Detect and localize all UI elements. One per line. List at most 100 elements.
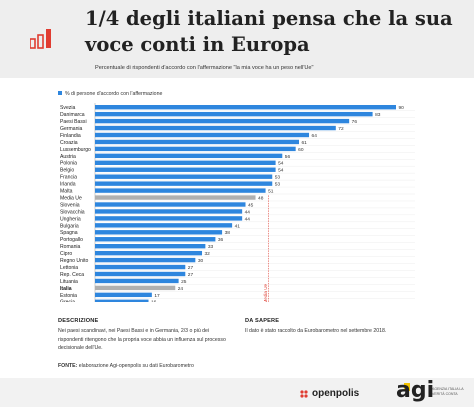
category-label: Media Ue	[60, 195, 82, 201]
bar	[95, 230, 223, 235]
value-label: 33	[208, 244, 214, 250]
category-label: Spagna	[60, 230, 78, 236]
bar	[95, 271, 186, 277]
category-label: Lituania	[60, 279, 78, 285]
openpolis-logo-icon	[300, 390, 308, 398]
bar-chart: % di persone d'accordo con l'affermazion…	[58, 91, 415, 302]
descrizione-heading: DESCRIZIONE	[58, 318, 99, 324]
value-label: 41	[235, 223, 241, 229]
value-label: 53	[275, 175, 281, 181]
value-label: 44	[245, 209, 251, 215]
value-label: 27	[188, 265, 194, 271]
bar-chart-icon	[30, 29, 51, 49]
bar	[95, 216, 243, 221]
bar	[95, 132, 310, 138]
category-label: Estonia	[60, 293, 77, 299]
category-label: Rep. Ceca	[60, 272, 84, 278]
value-label: 54	[278, 161, 284, 167]
category-label: Danimarca	[60, 112, 85, 118]
fonte-label: FONTE:	[58, 363, 78, 369]
value-label: 25	[181, 279, 187, 285]
value-label: 44	[245, 216, 251, 222]
bar	[95, 285, 176, 291]
page-title: 1/4 degli italiani pensa che la sua voce…	[85, 7, 453, 56]
value-label: 53	[275, 182, 281, 188]
category-label: Austria	[60, 154, 76, 160]
value-label: 64	[312, 133, 318, 139]
category-label: Regno Unito	[60, 258, 88, 264]
bar	[95, 167, 276, 172]
value-label: 90	[399, 105, 405, 111]
category-label: Italia	[60, 286, 72, 292]
bar	[95, 111, 373, 117]
value-label: 72	[338, 126, 344, 132]
bar	[95, 292, 152, 298]
category-label: Croazia	[60, 140, 78, 146]
category-label: Francia	[60, 175, 77, 181]
value-label: 76	[352, 119, 358, 125]
category-label: Portogallo	[60, 237, 83, 243]
value-label: 27	[188, 272, 194, 278]
footer-bar	[0, 378, 474, 407]
category-label: Svezia	[60, 105, 75, 111]
value-label: 32	[205, 251, 211, 257]
fonte-text: elaborazione Agi-openpolis su dati Eurob…	[78, 363, 194, 369]
value-label: 17	[154, 293, 160, 299]
descrizione-text: Nei paesi scandinavi, nei Paesi Bassi e …	[58, 328, 226, 351]
category-label: Slovenia	[60, 202, 80, 208]
value-label: 45	[248, 202, 254, 208]
da-sapere-text: Il dato è stato raccolto da Eurobarometr…	[245, 328, 387, 334]
bar	[95, 244, 206, 249]
value-label: 16	[151, 300, 157, 302]
category-label: Ungheria	[60, 216, 81, 222]
value-label: 51	[268, 189, 274, 195]
bar	[95, 118, 350, 124]
category-label: Irlanda	[60, 182, 76, 188]
bar	[95, 153, 283, 159]
page-subtitle: Percentuale di rispondenti d'accordo con…	[95, 65, 314, 71]
bar	[95, 146, 296, 152]
fonte-note: FONTE: elaborazione Agi-openpolis su dat…	[58, 363, 194, 369]
value-label: 38	[225, 230, 231, 236]
agi-logo-mark	[404, 383, 410, 391]
agi-logo-subtitle: AGENZIA ITALIA LA VERITÀ CONTA	[432, 387, 464, 396]
category-label: Malta	[60, 189, 73, 195]
average-line-label: Media Ue	[263, 283, 268, 302]
value-label: 61	[302, 140, 308, 146]
value-label: 30	[198, 258, 204, 264]
category-label: Finlandia	[60, 133, 81, 139]
bar	[95, 223, 233, 228]
bar	[95, 264, 186, 270]
bar	[95, 181, 273, 186]
category-label: Grecia	[60, 300, 75, 302]
value-label: 56	[285, 154, 291, 160]
category-label: Slovacchia	[60, 209, 85, 215]
bar	[95, 209, 243, 214]
bar	[95, 105, 396, 110]
value-label: 36	[218, 237, 224, 243]
category-label: Germania	[60, 126, 83, 132]
bar	[95, 250, 203, 256]
value-label: 54	[278, 168, 284, 174]
legend-swatch	[58, 91, 62, 95]
openpolis-logo: openpolis	[312, 388, 360, 399]
bar	[95, 139, 300, 145]
bar	[95, 188, 266, 193]
bar	[95, 174, 273, 179]
bar	[95, 125, 336, 131]
value-label: 48	[258, 195, 264, 201]
agi-logo: agi	[396, 378, 435, 403]
category-label: Lussemburgo	[60, 147, 91, 153]
bar	[95, 299, 149, 302]
category-label: Paesi Bassi	[60, 119, 87, 125]
bar	[95, 278, 179, 284]
bar	[95, 237, 216, 242]
value-label: 83	[375, 112, 381, 118]
bar	[95, 160, 276, 165]
category-label: Polonia	[60, 161, 77, 167]
category-label: Romania	[60, 244, 81, 250]
value-label: 60	[298, 147, 304, 153]
value-label: 24	[178, 286, 184, 292]
legend-label: % di persone d'accordo con l'affermazion…	[65, 91, 162, 97]
category-label: Lettonia	[60, 265, 78, 271]
